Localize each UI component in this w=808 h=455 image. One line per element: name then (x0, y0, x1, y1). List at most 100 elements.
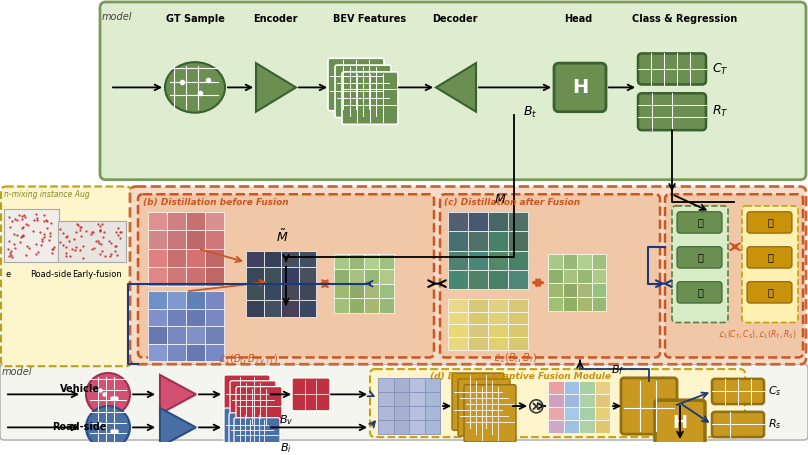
Bar (298, 251, 316, 267)
Polygon shape (160, 375, 196, 414)
Bar (148, 291, 167, 309)
Bar (448, 251, 468, 270)
Bar (468, 324, 488, 337)
Bar (148, 249, 167, 267)
Bar (577, 283, 591, 297)
Text: e: e (5, 270, 11, 279)
Text: 🚛: 🚛 (767, 253, 773, 263)
Bar (548, 381, 563, 394)
Bar (364, 298, 379, 313)
Text: Road-side: Road-side (52, 422, 107, 432)
FancyBboxPatch shape (747, 247, 792, 268)
Bar (364, 269, 379, 283)
Bar (562, 283, 577, 297)
Text: Road-side: Road-side (30, 270, 71, 279)
Bar (167, 267, 186, 286)
Bar (424, 378, 440, 392)
Bar (379, 254, 394, 269)
Bar (488, 231, 508, 251)
FancyBboxPatch shape (224, 375, 270, 414)
FancyBboxPatch shape (742, 206, 798, 323)
Bar (448, 299, 468, 312)
Bar (281, 283, 298, 300)
Bar (349, 298, 364, 313)
Bar (148, 309, 167, 326)
Text: $B_i$: $B_i$ (280, 441, 292, 455)
Text: Encoder: Encoder (253, 14, 297, 24)
Bar (379, 283, 394, 298)
Bar (393, 420, 409, 434)
Bar (595, 381, 610, 394)
FancyBboxPatch shape (130, 187, 806, 364)
Polygon shape (256, 63, 296, 112)
Bar (393, 378, 409, 392)
Bar (548, 283, 562, 297)
Bar (409, 406, 424, 420)
Text: (c) Distillation after Fusion: (c) Distillation after Fusion (444, 198, 580, 207)
Bar (393, 406, 409, 420)
Bar (205, 291, 224, 309)
FancyBboxPatch shape (370, 369, 745, 437)
Text: $C_s$: $C_s$ (768, 384, 781, 399)
Bar (448, 337, 468, 350)
Bar (424, 406, 440, 420)
FancyBboxPatch shape (4, 209, 59, 262)
FancyBboxPatch shape (655, 400, 705, 445)
FancyBboxPatch shape (638, 53, 706, 85)
Bar (562, 254, 577, 268)
FancyBboxPatch shape (58, 222, 126, 262)
FancyBboxPatch shape (621, 378, 677, 434)
Bar (548, 254, 562, 268)
Bar (508, 324, 528, 337)
FancyBboxPatch shape (1, 187, 131, 366)
Text: $\mathcal{L}_1(B_t, B_f)$: $\mathcal{L}_1(B_t, B_f)$ (493, 352, 537, 365)
FancyBboxPatch shape (292, 378, 330, 411)
Bar (562, 268, 577, 283)
Text: Head: Head (564, 14, 592, 24)
Bar (591, 254, 606, 268)
Bar (424, 392, 440, 406)
Bar (148, 267, 167, 286)
Bar (167, 212, 186, 230)
Bar (378, 378, 393, 392)
Bar (563, 420, 579, 433)
Bar (562, 297, 577, 311)
Text: $C_T$: $C_T$ (712, 61, 729, 76)
Text: H: H (572, 78, 588, 97)
Bar (577, 254, 591, 268)
Bar (246, 283, 263, 300)
Bar (468, 312, 488, 324)
Bar (186, 230, 205, 249)
Bar (468, 337, 488, 350)
Bar (508, 299, 528, 312)
FancyBboxPatch shape (672, 206, 728, 323)
FancyBboxPatch shape (677, 247, 722, 268)
Bar (409, 392, 424, 406)
Bar (378, 420, 393, 434)
Bar (263, 300, 281, 317)
Bar (364, 283, 379, 298)
Bar (246, 267, 263, 283)
Bar (393, 392, 409, 406)
Bar (186, 212, 205, 230)
Text: GT Sample: GT Sample (166, 14, 225, 24)
Bar (424, 420, 440, 434)
Bar (579, 394, 595, 407)
Bar (488, 270, 508, 289)
Bar (167, 249, 186, 267)
FancyBboxPatch shape (458, 379, 510, 436)
Bar (577, 268, 591, 283)
FancyBboxPatch shape (677, 282, 722, 303)
Bar (595, 407, 610, 420)
FancyBboxPatch shape (747, 212, 792, 233)
Bar (167, 230, 186, 249)
Bar (378, 406, 393, 420)
Bar (205, 344, 224, 361)
Bar (488, 337, 508, 350)
Ellipse shape (165, 62, 225, 113)
Bar (488, 212, 508, 231)
Text: Decoder: Decoder (432, 14, 478, 24)
FancyBboxPatch shape (234, 418, 280, 453)
FancyBboxPatch shape (335, 65, 391, 117)
Bar (148, 326, 167, 344)
